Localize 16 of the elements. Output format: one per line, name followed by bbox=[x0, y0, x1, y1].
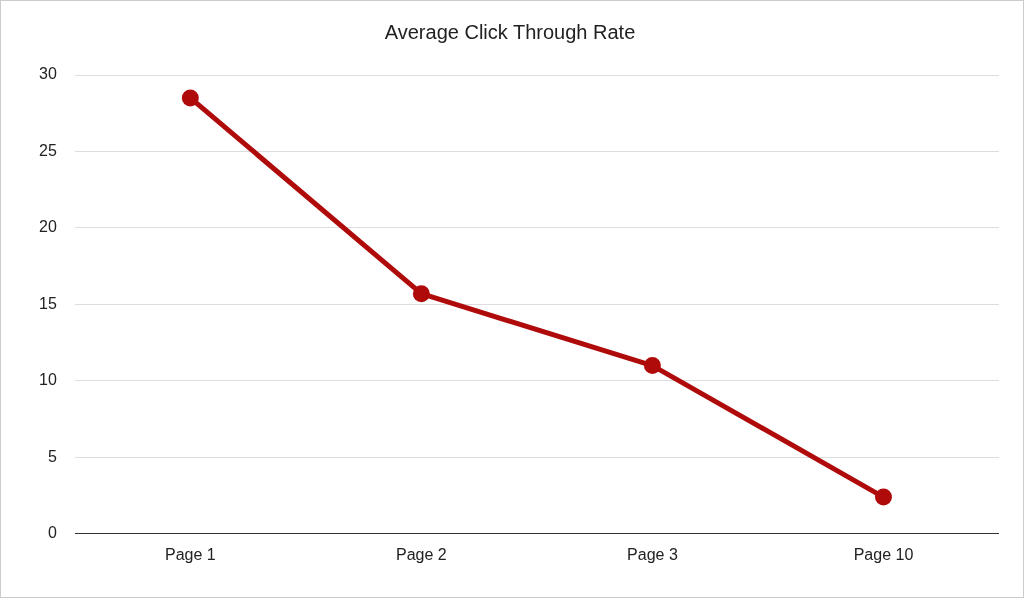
point bbox=[874, 488, 892, 506]
y-tick-label: 15 bbox=[39, 294, 57, 312]
chart-title: Average Click Through Rate bbox=[384, 20, 636, 43]
y-tick-label: 5 bbox=[47, 447, 57, 465]
point bbox=[412, 285, 430, 303]
x-tick-label: Page 3 bbox=[627, 545, 678, 563]
x-tick-label: Page 2 bbox=[396, 545, 447, 563]
point bbox=[181, 89, 199, 107]
y-tick-label: 30 bbox=[39, 65, 57, 83]
y-tick-label: 25 bbox=[39, 141, 57, 159]
y-tick-label: 0 bbox=[47, 524, 57, 542]
point bbox=[643, 357, 661, 375]
y-tick-label: 20 bbox=[39, 218, 57, 236]
x-tick-label: Page 10 bbox=[853, 545, 914, 563]
x-tick-label: Page 1 bbox=[164, 545, 216, 563]
y-tick-label: 10 bbox=[39, 371, 57, 389]
